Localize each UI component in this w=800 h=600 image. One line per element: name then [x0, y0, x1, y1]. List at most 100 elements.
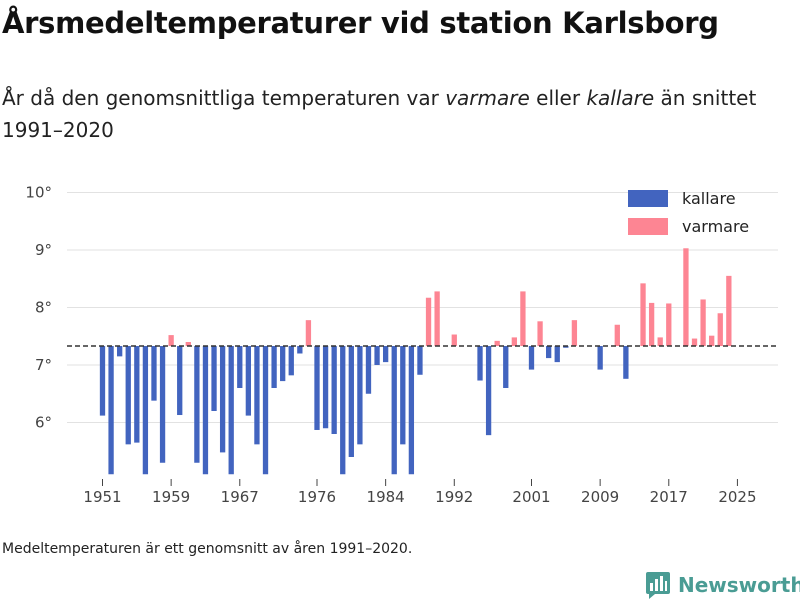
y-axis-tick-labels: 6° 7° 8° 9° 10°	[25, 184, 52, 432]
bar-1951	[99, 346, 106, 416]
bar-1995	[477, 346, 483, 381]
brand-name: Newsworthy	[678, 573, 800, 597]
bar-1963	[202, 346, 209, 475]
bar-2016	[657, 337, 663, 347]
bars	[99, 248, 732, 475]
bar-1977	[322, 346, 329, 429]
bar-1982	[365, 346, 372, 394]
bar-1986	[400, 346, 406, 445]
subtitle-text-middle: eller	[529, 86, 587, 110]
bar-2011	[614, 324, 620, 347]
y-tick-label-6: 6°	[35, 414, 52, 432]
y-tick-label-8: 8°	[35, 299, 52, 317]
x-tick-label-2001: 2001	[512, 488, 550, 506]
bar-1981	[357, 346, 363, 445]
bar-1987	[408, 346, 415, 475]
subtitle-cold-word: kallare	[586, 86, 655, 110]
subtitle-text-after: än snittet 1991–2020	[2, 86, 757, 142]
bar-2021	[700, 299, 706, 347]
bar-1953	[117, 346, 123, 357]
chart-title: Årsmedeltemperaturer vid station Karlsbo…	[2, 6, 719, 40]
x-tick-label-1959: 1959	[152, 488, 190, 506]
bar-1971	[271, 346, 277, 388]
bar-1954	[125, 346, 131, 445]
x-tick-label-2025: 2025	[718, 488, 756, 506]
bar-2012	[623, 346, 629, 379]
bar-2019	[683, 248, 689, 347]
bar-1952	[108, 346, 114, 475]
newsworthy-logo-icon	[646, 572, 670, 599]
y-tick-label-10: 10°	[25, 184, 52, 202]
bar-1959	[168, 335, 174, 347]
legend: kallare varmare	[628, 189, 749, 236]
bar-1979	[340, 346, 346, 475]
bar-1968	[245, 346, 252, 416]
footnote: Medeltemperaturen är ett genomsnitt av å…	[2, 541, 413, 557]
x-axis: 1951 1959 1967 1976 1984 1992 2001 2009 2017 2025	[83, 479, 757, 506]
legend-label-varmare: varmare	[682, 217, 749, 236]
bar-2000	[520, 291, 526, 347]
bar-1961	[185, 342, 191, 347]
bar-2024	[726, 275, 732, 347]
x-tick-label-2017: 2017	[650, 488, 688, 506]
newsworthy-logo: Newsworthy	[645, 570, 800, 600]
bar-1972	[280, 346, 286, 382]
bar-1958	[159, 346, 166, 463]
gridlines	[67, 192, 778, 423]
bar-1999	[511, 337, 517, 347]
bar-1985	[391, 346, 397, 475]
bar-1989	[425, 297, 432, 347]
bar-2015	[648, 302, 655, 347]
subtitle-text-before: År då den genomsnittliga temperaturen va…	[2, 86, 446, 110]
bar-1964	[211, 346, 217, 411]
bar-2001	[528, 346, 535, 370]
bar-1956	[142, 346, 149, 475]
bar-1957	[151, 346, 157, 401]
bar-1973	[288, 346, 294, 376]
legend-swatch-varmare	[628, 218, 668, 235]
bar-1988	[417, 346, 423, 375]
y-tick-label-7: 7°	[35, 356, 52, 374]
bar-1960	[177, 346, 183, 416]
bar-1978	[331, 346, 337, 434]
bar-1976	[314, 346, 320, 430]
bar-2022	[709, 335, 715, 347]
bar-1955	[134, 346, 140, 443]
subtitle-warm-word: varmare	[445, 86, 530, 110]
bar-2006	[571, 320, 578, 347]
bar-2003	[546, 346, 552, 359]
legend-label-kallare: kallare	[682, 189, 736, 208]
bar-1992	[451, 334, 457, 347]
x-tick-label-1984: 1984	[367, 488, 405, 506]
bar-2002	[537, 321, 543, 347]
bar-1983	[374, 346, 380, 365]
bar-1980	[348, 346, 354, 457]
bar-1970	[262, 346, 269, 475]
bar-2017	[666, 303, 672, 347]
x-tick-label-1967: 1967	[221, 488, 259, 506]
bar-1996	[485, 346, 492, 436]
x-tick-label-2009: 2009	[581, 488, 619, 506]
x-tick-label-1976: 1976	[298, 488, 336, 506]
y-tick-label-9: 9°	[35, 241, 52, 259]
bar-1965	[219, 346, 226, 453]
bar-1966	[228, 346, 234, 475]
bar-1998	[503, 346, 509, 388]
bar-2004	[554, 346, 560, 363]
bar-1997	[494, 340, 500, 347]
bar-1975	[305, 320, 312, 347]
bar-2014	[640, 283, 646, 347]
bar-1962	[194, 346, 200, 463]
bar-2009	[597, 346, 603, 370]
x-tick-label-1992: 1992	[435, 488, 473, 506]
bar-2005	[563, 346, 569, 348]
bar-1974	[297, 346, 303, 354]
legend-swatch-kallare	[628, 190, 668, 207]
bar-1969	[254, 346, 260, 445]
bar-1967	[237, 346, 243, 388]
chart-subtitle: År då den genomsnittliga temperaturen va…	[2, 82, 772, 146]
bar-2023	[717, 313, 723, 347]
bar-1990	[434, 291, 440, 347]
bar-2020	[691, 338, 698, 347]
